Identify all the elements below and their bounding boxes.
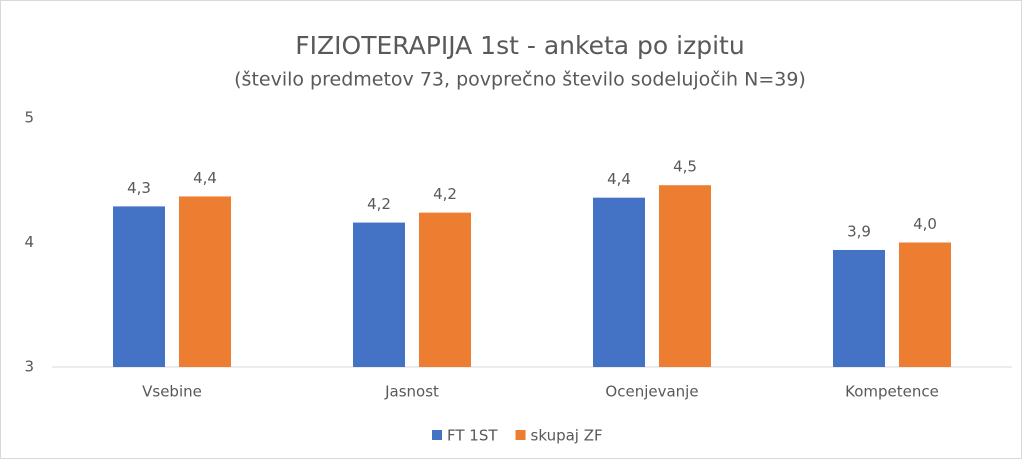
legend-swatch <box>515 430 526 440</box>
data-label: 4,2 <box>433 185 457 203</box>
bar <box>899 242 951 367</box>
legend-swatch <box>432 430 442 440</box>
bar <box>593 197 645 367</box>
x-tick-label: Ocenjevanje <box>605 383 698 401</box>
data-label: 4,3 <box>127 179 151 197</box>
data-label: 4,4 <box>607 170 631 188</box>
bar <box>419 212 471 367</box>
data-label: 3,9 <box>847 222 871 240</box>
bar <box>179 196 231 367</box>
data-label: 4,4 <box>193 169 217 187</box>
legend-label: FT 1ST <box>447 427 498 445</box>
data-label: 4,2 <box>367 195 391 213</box>
data-label: 4,0 <box>913 215 937 233</box>
bar <box>353 222 405 367</box>
y-tick-label: 3 <box>24 358 34 376</box>
y-tick-label: 5 <box>24 109 34 127</box>
y-tick-label: 4 <box>24 233 34 251</box>
x-tick-label: Kompetence <box>845 383 939 401</box>
bar <box>833 249 885 367</box>
bar <box>113 206 165 367</box>
chart-subtitle: (število predmetov 73, povprečno število… <box>234 69 806 91</box>
legend-label: skupaj ZF <box>531 427 603 445</box>
bar <box>659 185 711 367</box>
chart-title: FIZIOTERAPIJA 1st - anketa po izpitu <box>295 31 744 60</box>
data-label: 4,5 <box>673 158 697 176</box>
x-tick-label: Vsebine <box>142 383 202 401</box>
x-tick-label: Jasnost <box>384 383 439 401</box>
